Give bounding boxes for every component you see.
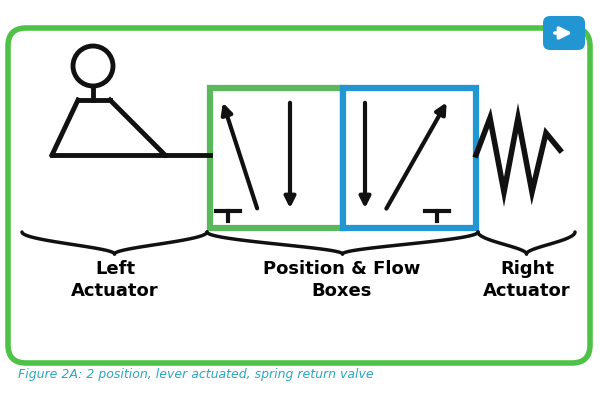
Text: Position & Flow
Boxes: Position & Flow Boxes — [263, 260, 421, 300]
Bar — [343, 88, 476, 228]
FancyBboxPatch shape — [543, 16, 585, 50]
Text: Figure 2A: 2 position, lever actuated, spring return valve: Figure 2A: 2 position, lever actuated, s… — [18, 368, 374, 381]
Text: Left
Actuator: Left Actuator — [71, 260, 159, 300]
Bar — [210, 88, 343, 228]
Text: Right
Actuator: Right Actuator — [483, 260, 571, 300]
FancyBboxPatch shape — [8, 28, 590, 363]
